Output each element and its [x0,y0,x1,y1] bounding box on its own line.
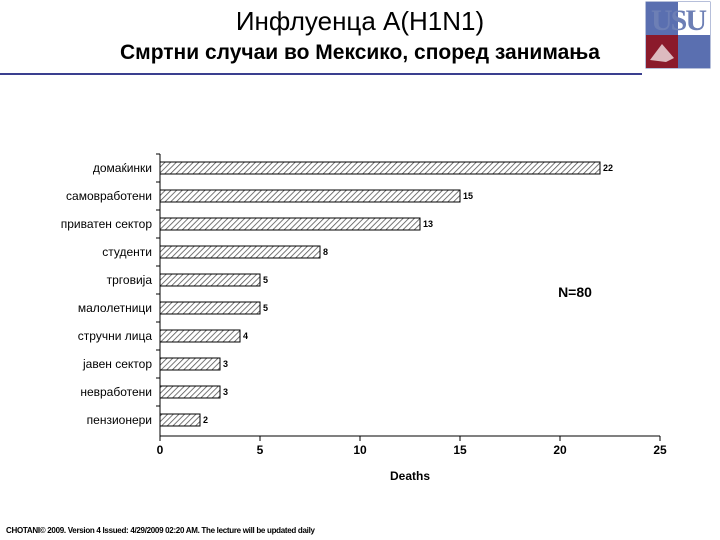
category-label: домаќинки [93,161,152,175]
data-label: 5 [263,303,268,313]
data-label: 3 [223,359,228,369]
bar [159,413,201,427]
logo-quadrant-blue [678,35,710,68]
bar-group [159,161,601,427]
sample-size-annotation: N=80 [558,284,592,300]
category-label: јавен сектор [82,357,152,371]
data-label: 2 [203,415,208,425]
bar [159,357,221,371]
usu-logo: USU [645,1,711,69]
category-label: самовработени [66,189,152,203]
bar-chart: домаќинки самовработени приватен сектор сту… [61,153,667,483]
category-label: стручни лица [78,329,153,343]
slide-subtitle: Смртни случаи во Мексико, според занимањ… [120,41,600,64]
footer-note: CHOTANI© 2009. Version 4 Issued: 4/29/20… [6,526,315,535]
data-label: 8 [323,247,328,257]
bar [159,245,321,259]
bar [159,301,261,315]
x-ticks: 0 5 10 15 20 25 [157,436,667,457]
bar [159,217,421,231]
x-axis-title: Deaths [390,469,430,483]
x-tick-label: 5 [257,443,264,457]
header-divider [0,73,642,75]
category-label: студенти [102,245,152,259]
x-tick-label: 15 [453,443,467,457]
bar [159,385,221,399]
x-tick-label: 0 [157,443,164,457]
bar [159,161,601,175]
data-label: 5 [263,275,268,285]
slide-title: Инфлуенца A(H1N1) [235,6,485,36]
bar [159,189,461,203]
category-label: малолетници [78,301,152,315]
category-label: пензионери [87,413,152,427]
x-tick-label: 25 [653,443,667,457]
logo-quadrant-blue [646,2,678,35]
data-label: 13 [423,219,433,229]
x-tick-label: 10 [353,443,367,457]
x-tick-label: 20 [553,443,567,457]
category-label: трговија [107,273,153,287]
category-labels: домаќинки самовработени приватен сектор сту… [61,153,160,427]
data-label: 22 [603,163,613,173]
logo-text: USU [651,4,706,37]
bar [159,273,261,287]
category-label: приватен сектор [61,217,153,231]
data-label: 15 [463,191,473,201]
value-labels: 22 15 13 8 5 5 4 3 3 2 [203,163,613,425]
data-label: 4 [243,331,248,341]
category-label: невработени [80,385,152,399]
axes [159,154,660,437]
bar [159,329,241,343]
data-label: 3 [223,387,228,397]
